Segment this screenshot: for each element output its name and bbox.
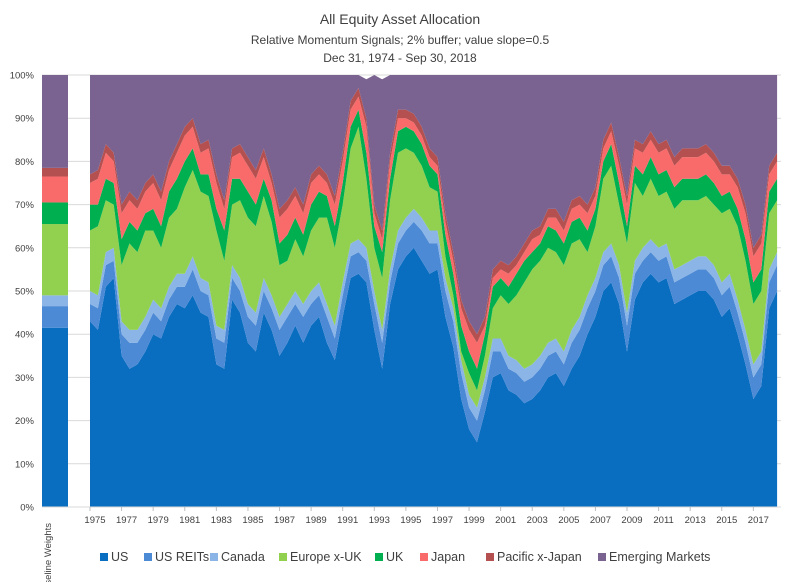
y-tick-label: 70% — [15, 200, 35, 211]
legend-label: Europe x-UK — [290, 550, 362, 564]
baseline-segment — [42, 295, 68, 307]
legend-label: Canada — [221, 550, 265, 564]
baseline-weights-label: Baseline Weights — [43, 523, 54, 582]
y-tick-label: 0% — [20, 503, 34, 514]
y-tick-label: 80% — [15, 157, 35, 168]
baseline-segment — [42, 327, 68, 507]
legend-swatch — [100, 553, 108, 561]
legend-item: Pacific x-Japan — [486, 550, 582, 564]
x-tick-label: 1991 — [337, 515, 358, 526]
x-tick-label: 1987 — [274, 515, 295, 526]
legend-swatch — [420, 553, 428, 561]
x-tick-label: 1997 — [432, 515, 453, 526]
x-tick-label: 2005 — [558, 515, 579, 526]
baseline-segment — [42, 75, 68, 168]
x-tick-label: 1981 — [179, 515, 200, 526]
legend-swatch — [598, 553, 606, 561]
area-series — [90, 221, 778, 443]
baseline-segment — [42, 167, 68, 177]
legend-label: US REITs — [155, 550, 209, 564]
area-series — [90, 208, 778, 421]
legend-item: Emerging Markets — [598, 550, 710, 564]
baseline-weights-bar — [42, 75, 68, 507]
x-tick-label: 2017 — [748, 515, 769, 526]
x-tick-label: 2003 — [527, 515, 548, 526]
legend-item: US REITs — [144, 550, 209, 564]
area-series — [90, 126, 778, 408]
x-tick-label: 2013 — [685, 515, 706, 526]
legend: US US REITs Canada Europe x-UK UK Japan Pacifi… — [100, 550, 710, 564]
legend-swatch — [279, 553, 287, 561]
legend-label: Japan — [431, 550, 465, 564]
x-tick-label: 1993 — [369, 515, 390, 526]
x-tick-label: 1979 — [148, 515, 169, 526]
x-tick-label: 2011 — [653, 515, 673, 526]
x-tick-label: 1975 — [84, 515, 105, 526]
x-tick-label: 2007 — [590, 515, 611, 526]
area-series — [90, 96, 778, 369]
legend-label: UK — [386, 550, 404, 564]
legend-swatch — [210, 553, 218, 561]
legend-item: Japan — [420, 550, 465, 564]
legend-label: Emerging Markets — [609, 550, 710, 564]
legend-item: US — [100, 550, 128, 564]
y-axis: 0% 10% 20% 30% 40% 50% 60% 70% 80% 90% 100% — [10, 71, 35, 514]
x-tick-label: 1999 — [463, 515, 484, 526]
x-tick-label: 1985 — [242, 515, 263, 526]
x-tick-label: 2015 — [716, 515, 737, 526]
legend-swatch — [486, 553, 494, 561]
y-tick-label: 30% — [15, 373, 35, 384]
x-tick-label: 1977 — [116, 515, 137, 526]
x-tick-label: 1995 — [400, 515, 421, 526]
y-tick-label: 40% — [15, 330, 35, 341]
baseline-segment — [42, 306, 68, 328]
legend-label: Pacific x-Japan — [497, 550, 582, 564]
area-series — [90, 247, 778, 508]
stacked-areas — [90, 75, 778, 508]
x-tick-label: 1989 — [306, 515, 327, 526]
chart-date-range: Dec 31, 1974 - Sep 30, 2018 — [323, 51, 477, 65]
chart-subtitle: Relative Momentum Signals; 2% buffer; va… — [251, 33, 550, 47]
x-tick-label: 1983 — [211, 515, 232, 526]
x-tick-label: 2001 — [495, 515, 516, 526]
legend-swatch — [375, 553, 383, 561]
legend-swatch — [144, 553, 152, 561]
y-tick-label: 100% — [10, 71, 35, 82]
baseline-segment — [42, 202, 68, 225]
legend-item: Europe x-UK — [279, 550, 362, 564]
baseline-segment — [42, 224, 68, 296]
y-tick-label: 10% — [15, 459, 35, 470]
chart-title: All Equity Asset Allocation — [320, 11, 480, 27]
y-tick-label: 60% — [15, 243, 35, 254]
legend-item: UK — [375, 550, 404, 564]
y-tick-label: 50% — [15, 287, 35, 298]
area-series — [90, 75, 778, 335]
baseline-segment — [42, 176, 68, 203]
x-tick-label: 2009 — [621, 515, 642, 526]
y-tick-label: 20% — [15, 416, 35, 427]
y-tick-label: 90% — [15, 114, 35, 125]
legend-item: Canada — [210, 550, 265, 564]
x-axis: 1975 1977 1979 1981 1983 1985 1987 1989 1991 1993… — [42, 506, 781, 526]
legend-label: US — [111, 550, 128, 564]
